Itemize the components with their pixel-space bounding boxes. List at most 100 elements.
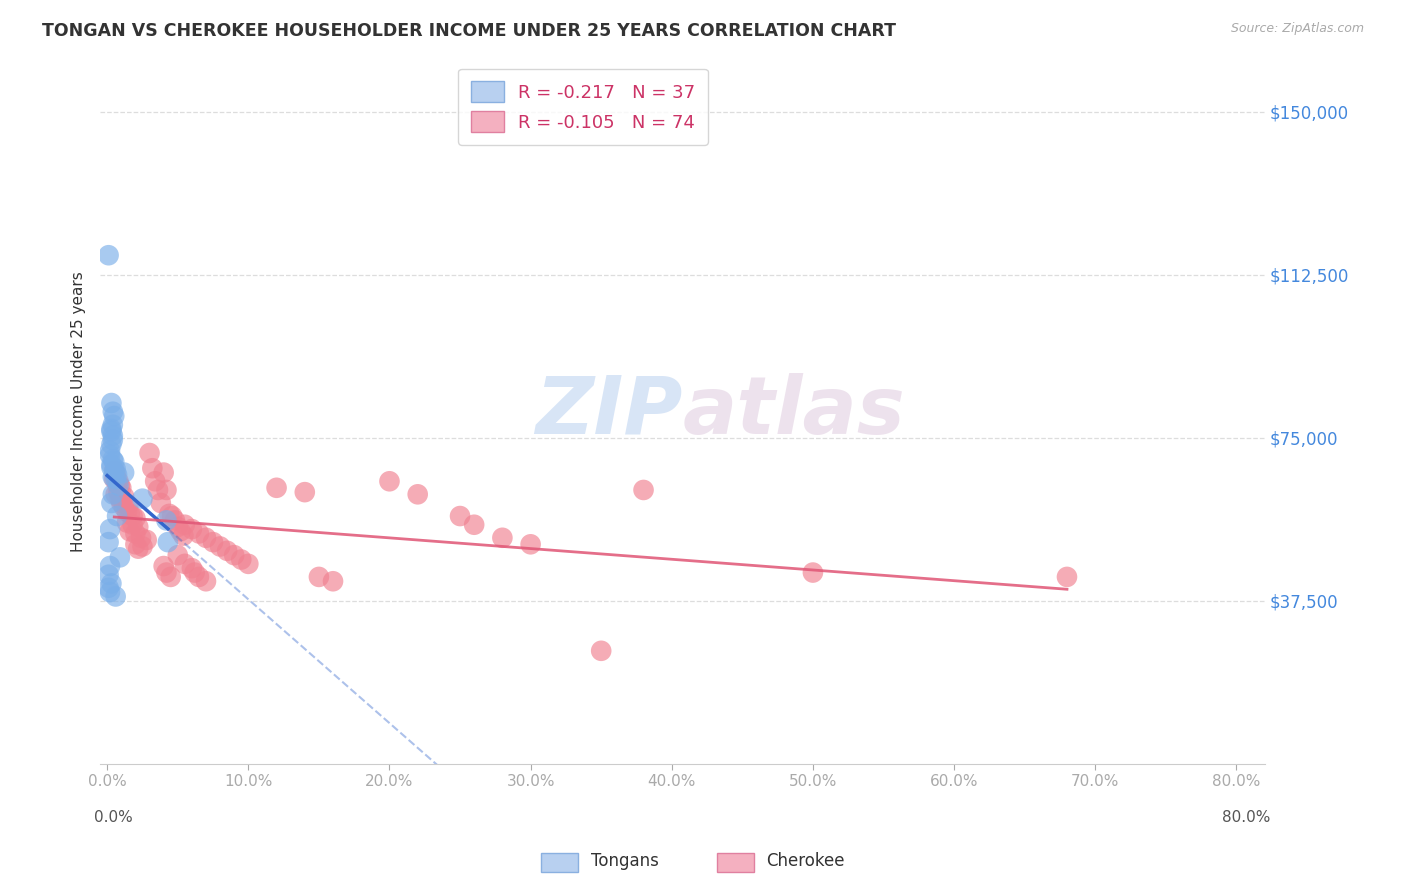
Point xyxy=(103,455,125,469)
Text: 0.0%: 0.0% xyxy=(94,810,134,824)
Point xyxy=(238,557,260,571)
Point xyxy=(202,535,225,549)
Point xyxy=(322,574,344,589)
Point xyxy=(131,540,153,554)
Point xyxy=(138,446,160,460)
Point xyxy=(308,570,330,584)
Point xyxy=(141,461,163,475)
Point xyxy=(1056,570,1078,584)
Point xyxy=(173,517,195,532)
Point xyxy=(98,585,121,599)
Point xyxy=(104,467,127,482)
Point xyxy=(108,478,131,492)
Point xyxy=(98,443,121,458)
Point xyxy=(101,470,124,484)
Point xyxy=(100,422,122,436)
Point xyxy=(104,590,127,604)
Point xyxy=(224,548,246,562)
Point xyxy=(463,517,485,532)
Point xyxy=(121,509,143,524)
Point xyxy=(173,557,195,571)
Point xyxy=(155,483,177,497)
Point xyxy=(187,570,209,584)
Point xyxy=(104,487,127,501)
Point xyxy=(98,448,121,462)
Point xyxy=(118,507,141,521)
Point xyxy=(100,437,122,451)
Point xyxy=(110,496,132,510)
Point xyxy=(378,475,401,489)
Point xyxy=(105,467,128,482)
Point xyxy=(103,463,125,477)
Point xyxy=(195,531,218,545)
Point xyxy=(633,483,655,497)
Text: 80.0%: 80.0% xyxy=(1222,810,1271,824)
Point xyxy=(112,490,135,504)
Point xyxy=(108,550,131,565)
Point xyxy=(97,248,120,262)
Point xyxy=(97,581,120,595)
Text: TONGAN VS CHEROKEE HOUSEHOLDER INCOME UNDER 25 YEARS CORRELATION CHART: TONGAN VS CHEROKEE HOUSEHOLDER INCOME UN… xyxy=(42,22,896,40)
Point xyxy=(491,531,513,545)
Point xyxy=(591,644,613,658)
Point xyxy=(107,485,129,500)
Point xyxy=(183,566,205,580)
Point xyxy=(117,498,139,512)
Point xyxy=(98,522,121,536)
Point xyxy=(131,491,153,506)
Point xyxy=(115,516,138,530)
Point xyxy=(159,570,181,584)
Point xyxy=(105,476,128,491)
Point xyxy=(166,520,188,534)
Point xyxy=(160,509,183,524)
Point xyxy=(149,496,172,510)
Text: Cherokee: Cherokee xyxy=(766,852,845,870)
Point xyxy=(231,552,253,566)
Point xyxy=(180,522,202,536)
Point xyxy=(129,531,152,545)
Point xyxy=(118,524,141,539)
Point xyxy=(107,475,129,489)
Point xyxy=(98,559,121,574)
Point xyxy=(100,576,122,591)
Point xyxy=(100,496,122,510)
Legend: R = -0.217   N = 37, R = -0.105   N = 74: R = -0.217 N = 37, R = -0.105 N = 74 xyxy=(458,69,707,145)
Point xyxy=(172,528,194,542)
Point xyxy=(107,478,129,492)
Point xyxy=(103,472,125,486)
Point xyxy=(294,485,316,500)
Text: Tongans: Tongans xyxy=(591,852,658,870)
Point xyxy=(101,487,124,501)
Point xyxy=(146,483,169,497)
Point xyxy=(801,566,824,580)
Y-axis label: Householder Income Under 25 years: Householder Income Under 25 years xyxy=(72,271,86,552)
Point xyxy=(100,396,122,410)
Point xyxy=(100,460,122,475)
Point xyxy=(519,537,541,551)
Point xyxy=(97,567,120,582)
Point xyxy=(406,487,429,501)
Point xyxy=(97,535,120,549)
Point xyxy=(103,465,125,479)
Point xyxy=(155,513,177,527)
Point xyxy=(217,544,239,558)
Point xyxy=(103,409,125,423)
Point xyxy=(124,537,146,551)
Point xyxy=(127,520,149,534)
Point xyxy=(209,540,232,554)
Point xyxy=(143,475,166,489)
Point xyxy=(152,466,174,480)
Point xyxy=(101,417,124,432)
Point xyxy=(101,452,124,467)
Point xyxy=(127,541,149,556)
Point xyxy=(101,428,124,442)
Point xyxy=(115,505,138,519)
Text: atlas: atlas xyxy=(682,373,905,450)
Text: ZIP: ZIP xyxy=(534,373,682,450)
Point xyxy=(124,526,146,541)
Point xyxy=(135,533,157,547)
Point xyxy=(195,574,218,589)
Point xyxy=(112,466,135,480)
Point xyxy=(187,526,209,541)
Point xyxy=(101,433,124,447)
